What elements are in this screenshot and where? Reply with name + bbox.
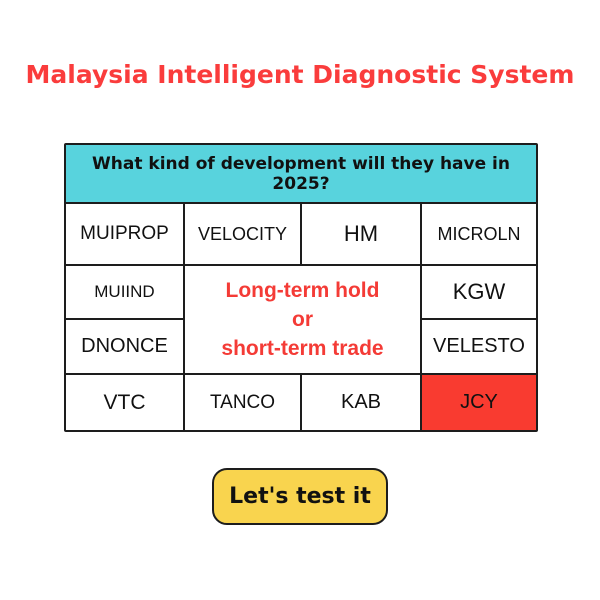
center-line-1: Long-term hold xyxy=(225,279,380,302)
cell-velesto[interactable]: VELESTO xyxy=(422,320,536,373)
cell-vtc[interactable]: VTC xyxy=(66,375,183,430)
cell-muiprop[interactable]: MUIPROP xyxy=(66,204,183,264)
cell-jcy-highlighted[interactable]: JCY xyxy=(422,375,536,430)
cell-dnonce[interactable]: DNONCE xyxy=(66,320,183,373)
cell-velocity[interactable]: VELOCITY xyxy=(185,204,300,264)
center-line-2: or xyxy=(292,308,313,331)
cell-hm[interactable]: HM xyxy=(302,204,420,264)
cell-kgw[interactable]: KGW xyxy=(422,266,536,318)
table-header-question: What kind of development will they have … xyxy=(66,145,536,202)
center-question-cell: Long-term hold or short-term trade xyxy=(185,266,420,373)
diagnostic-table: What kind of development will they have … xyxy=(64,143,538,432)
cell-muiind[interactable]: MUIIND xyxy=(66,266,183,318)
page-title: Malaysia Intelligent Diagnostic System xyxy=(25,60,575,89)
center-line-3: short-term trade xyxy=(221,337,384,360)
lets-test-it-button[interactable]: Let's test it xyxy=(212,468,388,525)
cell-tanco[interactable]: TANCO xyxy=(185,375,300,430)
cell-microln[interactable]: MICROLN xyxy=(422,204,536,264)
cell-kab[interactable]: KAB xyxy=(302,375,420,430)
